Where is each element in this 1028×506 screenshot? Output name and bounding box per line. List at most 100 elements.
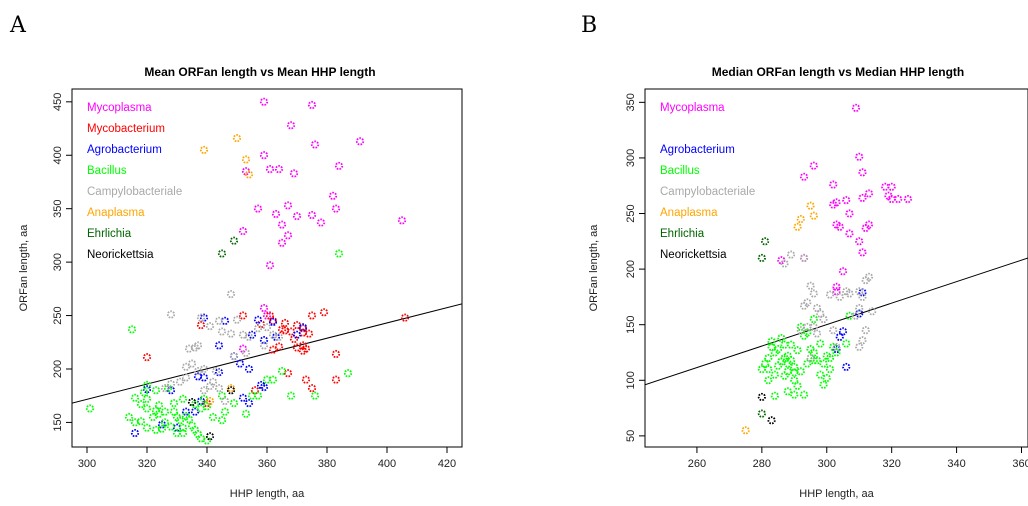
chart-a-point-bacillus (172, 429, 182, 438)
chart-a-point-campylobacteriale (184, 344, 194, 353)
chart-b-legend-ehrlichia: Ehrlichia (660, 228, 705, 240)
chart-b-point-bacillus (806, 345, 815, 354)
chart-a-point-bacillus (229, 399, 239, 408)
chart-b-point-campylobacteriale (816, 309, 825, 318)
chart-a-point-agrobacterium (199, 313, 209, 322)
chart-a-point-mycobacterium (265, 311, 275, 320)
chart-a-point-agrobacterium (256, 380, 266, 390)
chart-a-point-mycobacterium (298, 346, 308, 355)
chart-a-point-agrobacterium (244, 399, 254, 408)
chart-b-y-tick-label: 150 (625, 316, 637, 334)
chart-a-point-bacillus (310, 391, 320, 400)
chart-b-point-bacillus (786, 356, 796, 365)
chart-b-x-tick-label: 360 (1012, 458, 1028, 470)
chart-a-point-anaplasma (205, 396, 215, 406)
chart-a-point-mycobacterium (274, 342, 284, 351)
chart-b-point-campylobacteriale (842, 287, 851, 296)
chart-a-point-agrobacterium (190, 407, 200, 416)
chart-b-point-mycoplasma (894, 194, 903, 204)
chart-b-title: Median ORFan length vs Median HHP length (712, 65, 964, 79)
chart-a-point-campylobacteriale (214, 384, 224, 393)
chart-a-point-campylobacteriale (205, 381, 215, 391)
chart-a-point-campylobacteriale (253, 324, 263, 333)
chart-a-legend-agrobacterium: Agrobacterium (87, 144, 162, 156)
chart-b-point-campylobacteriale (799, 301, 809, 310)
chart-a-point-campylobacteriale (166, 379, 176, 389)
chart-a-point-campylobacteriale (187, 359, 197, 368)
chart-b-point-campylobacteriale (858, 336, 867, 345)
chart-b-point-bacillus (793, 346, 802, 355)
chart-a-point-agrobacterium (238, 393, 248, 402)
chart-a-point-mycobacterium (142, 353, 152, 362)
chart-a-point-mycoplasma (265, 261, 275, 270)
chart-a-point-bacillus (148, 412, 158, 422)
chart-b-point-bacillus (790, 376, 799, 385)
chart-b-y-axis-label: ORFan length, aa (588, 224, 600, 312)
chart-a-point-mycobacterium (277, 325, 287, 334)
chart-a-point-campylobacteriale (226, 290, 236, 299)
chart-a-point-agrobacterium (235, 359, 245, 368)
chart-a-point-mycobacterium (331, 349, 341, 359)
chart-a-point-campylobacteriale (199, 386, 209, 395)
chart-a-point-mycoplasma (286, 121, 296, 130)
chart-a-point-bacillus (178, 423, 188, 432)
chart-a-point-campylobacteriale (208, 377, 218, 386)
chart-a-y-tick-label: 300 (52, 253, 64, 271)
chart-b-point-ehrlichia (757, 253, 766, 263)
chart-b-point-mycoplasma (858, 168, 867, 177)
chart-b-point-bacillus (816, 339, 825, 348)
chart-b-point-campylobacteriale (786, 250, 796, 259)
chart-b-point-campylobacteriale (799, 253, 809, 263)
chart-a-y-tick-label: 150 (52, 413, 64, 431)
chart-b-point-anaplasma (806, 201, 815, 210)
chart-a-point-mycobacterium (196, 321, 206, 330)
chart-a-point-bacillus (139, 388, 149, 397)
chart-a-y-tick-label: 200 (52, 360, 64, 378)
chart-b-point-mycobacterium (872, 316, 878, 322)
chart-a-point-mycoplasma (289, 169, 299, 178)
chart-a-point-mycoplasma (316, 218, 326, 227)
chart-a-point-campylobacteriale (199, 364, 209, 374)
chart-b-point-campylobacteriale (855, 303, 864, 313)
chart-b-point-mycoplasma (832, 287, 841, 296)
chart-b-point-bacillus (764, 353, 773, 363)
chart-a-point-mycoplasma (262, 311, 272, 320)
chart-a-point-campylobacteriale (259, 341, 269, 350)
chart-a-point-ehrlichia (217, 249, 227, 258)
chart-b-point-mycoplasma (842, 196, 851, 205)
chart-a-point-agrobacterium (244, 364, 254, 374)
chart-a-point-mycoplasma (259, 151, 269, 160)
chart-b-point-bacillus (812, 356, 822, 365)
chart-a-point-mycoplasma (283, 231, 293, 240)
chart-b-plot-frame (644, 88, 1028, 448)
chart-b-point-mycoplasma (835, 222, 844, 231)
chart-b-point-campylobacteriale (829, 326, 838, 335)
chart-a-point-agrobacterium (130, 429, 140, 438)
chart-b-point-agrobacterium (842, 362, 851, 372)
chart-b-point-ehrlichia (760, 237, 770, 246)
chart-a-point-mycoplasma (328, 191, 338, 200)
chart-b-point-agrobacterium (838, 327, 848, 336)
chart-a-point-mycobacterium (283, 369, 293, 378)
chart-b-point-bacillus (816, 370, 825, 379)
chart-b-point-mycoplasma (903, 194, 913, 204)
chart-b-y-tick-label: 350 (625, 93, 637, 111)
chart-b-point-campylobacteriale (845, 289, 854, 298)
chart-a-point-mycoplasma (331, 204, 341, 213)
chart-a-point-mycoplasma (292, 212, 302, 221)
chart-b-point-bacillus (825, 365, 835, 374)
chart-a-point-mycoplasma (271, 209, 281, 219)
chart-b-point-campylobacteriale (806, 353, 815, 363)
chart-a-point-campylobacteriale (181, 373, 191, 382)
chart-a-point-mycoplasma (310, 140, 320, 149)
chart-b-point-campylobacteriale (812, 303, 822, 313)
chart-a-x-tick-label: 420 (438, 458, 456, 470)
panel-label-b: B (581, 13, 597, 38)
chart-a-point-bacillus (196, 404, 206, 413)
chart-b-point-mycoplasma (858, 248, 867, 257)
chart-b-point-bacillus (803, 328, 812, 337)
chart-a-point-mycoplasma (238, 227, 248, 236)
chart-a-point-agrobacterium (193, 372, 203, 381)
chart-b-point-mycobacterium (885, 288, 891, 294)
chart-a-point-mycoplasma (259, 303, 269, 313)
